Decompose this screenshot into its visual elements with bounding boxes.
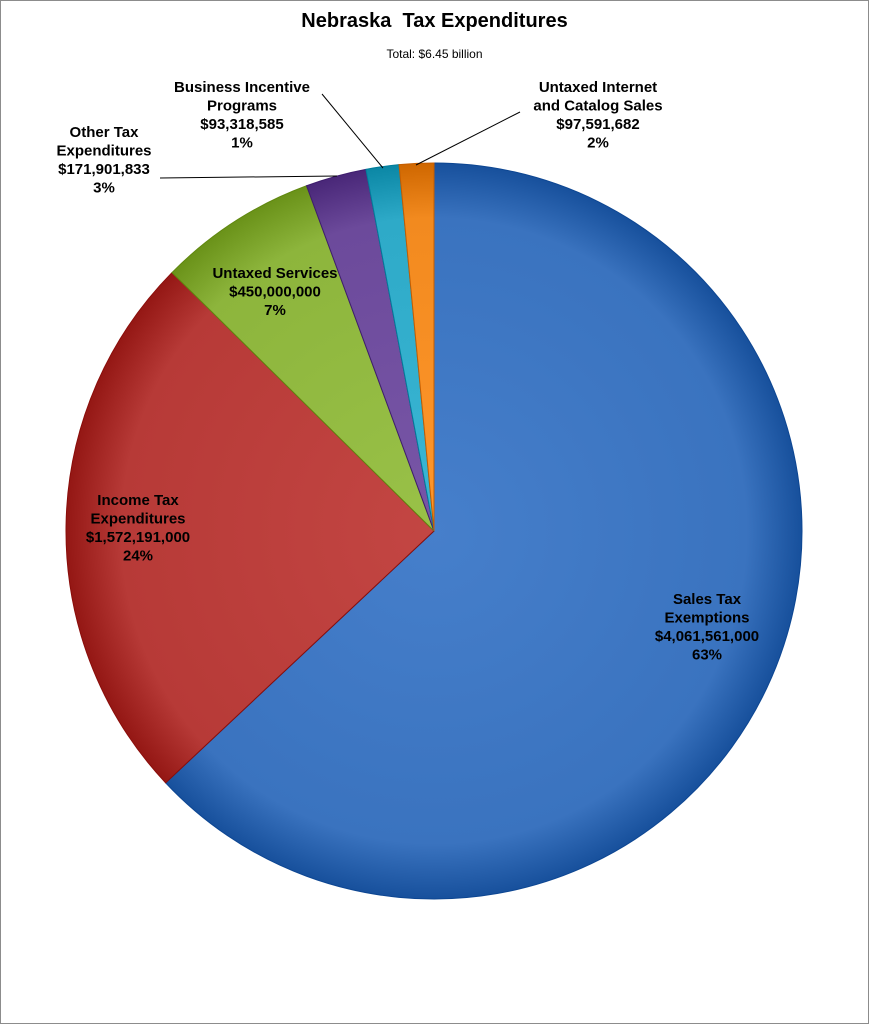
slice-label-line: 3% [93, 180, 115, 197]
slice-label-line: Untaxed Internet [539, 79, 657, 96]
slice-label-line: 2% [587, 135, 609, 152]
pie-slice-untaxed-internet-and-catalog-sales [398, 162, 435, 532]
pie-slice-sales-tax-exemptions [164, 162, 803, 900]
slice-label-other-tax-expenditures: Other Tax Expenditures $171,901,833 3% [56, 124, 151, 197]
pie-slice-income-tax-expenditures [65, 271, 435, 784]
leader-line-other-tax-expenditures [159, 175, 338, 179]
slice-labels: Sales Tax Exemptions $4,061,561,000 63% Inco… [56, 79, 759, 664]
slice-label-line: Sales Tax [673, 591, 742, 608]
slice-label-line: Other Tax [70, 124, 140, 141]
slice-label-line: 7% [264, 302, 286, 319]
chart-title: Nebraska Tax Expenditures [301, 10, 568, 32]
slice-label-line: $93,318,585 [200, 116, 283, 133]
slice-label-line: $1,572,191,000 [86, 529, 190, 546]
slice-label-line: Income Tax [97, 492, 179, 509]
chart-subtitle: Total: $6.45 billion [386, 47, 483, 61]
slice-label-income-tax-expenditures: Income Tax Expenditures $1,572,191,000 24% [86, 492, 190, 565]
leader-line-business-incentive-programs [321, 93, 384, 169]
slice-label-line: $97,591,682 [556, 116, 639, 133]
slice-label-line: $4,061,561,000 [655, 628, 759, 645]
leader-lines [159, 93, 521, 179]
leader-line-untaxed-internet-and-catalog-sales [415, 111, 521, 166]
slice-label-line: Expenditures [90, 511, 185, 528]
slice-label-business-incentive-programs: Business Incentive Programs $93,318,585 1% [174, 79, 310, 152]
slice-label-line: 24% [123, 548, 153, 565]
slice-label-sales-tax-exemptions: Sales Tax Exemptions $4,061,561,000 63% [655, 591, 759, 664]
slices-layer [65, 162, 803, 900]
slice-label-line: $450,000,000 [229, 284, 321, 301]
slice-label-line: 1% [231, 135, 253, 152]
pie-slice-untaxed-services [171, 185, 435, 532]
slice-label-line: $171,901,833 [58, 161, 150, 178]
slice-label-line: Untaxed Services [212, 265, 337, 282]
slice-label-line: Programs [207, 98, 277, 115]
slice-label-line: Exemptions [664, 610, 749, 627]
slice-label-untaxed-internet-and-catalog-sales: Untaxed Internet and Catalog Sales $97,591… [533, 79, 662, 152]
slice-label-line: Business Incentive [174, 79, 310, 96]
slice-label-line: and Catalog Sales [533, 98, 662, 115]
slice-label-line: Expenditures [56, 143, 151, 160]
slice-label-line: 63% [692, 647, 722, 664]
slice-label-untaxed-services: Untaxed Services $450,000,000 7% [212, 265, 337, 319]
